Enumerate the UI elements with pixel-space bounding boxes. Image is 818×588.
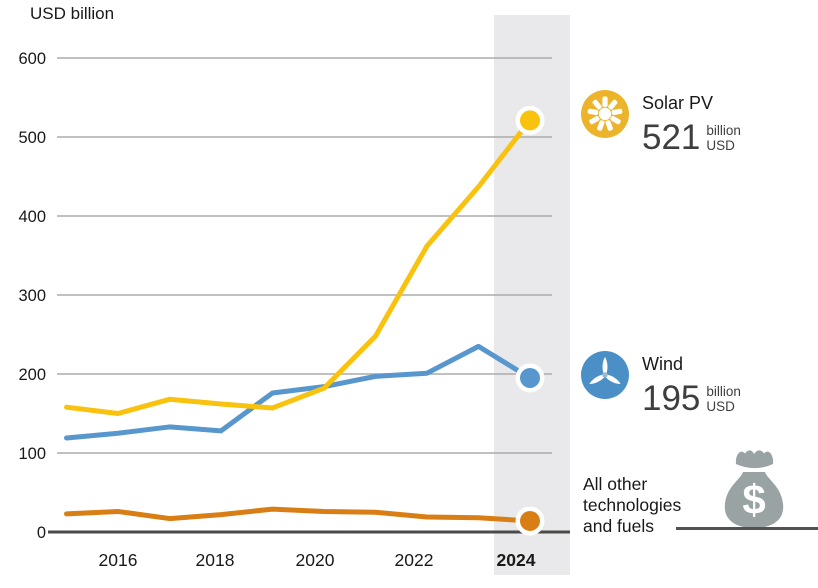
x-tick-label-2020: 2020 xyxy=(296,550,335,570)
legend-wind-value: 195 xyxy=(642,379,701,418)
x-tick-label-2016: 2016 xyxy=(99,550,138,570)
y-axis-title: USD billion xyxy=(30,4,115,23)
y-tick-label-300: 300 xyxy=(18,287,46,305)
y-tick-label-0: 0 xyxy=(37,524,46,542)
ground-line xyxy=(676,527,818,530)
legend-solar-value: 521 xyxy=(642,118,701,157)
marker-wind xyxy=(520,367,540,388)
x-tick-label-2022: 2022 xyxy=(395,550,434,570)
marker-all-other-technologies-and-fuels xyxy=(520,510,540,531)
legend-solar-label: Solar PV xyxy=(642,93,714,113)
y-tick-label-400: 400 xyxy=(18,208,46,226)
legend-wind-unit: billion USD xyxy=(706,384,741,414)
legend-wind: Wind 195 billion USD xyxy=(581,351,741,416)
series-line-solar-pv xyxy=(64,117,533,416)
wind-turbine-icon xyxy=(581,351,629,399)
x-tick-label-2018: 2018 xyxy=(196,550,235,570)
money-bag-icon: $ xyxy=(724,450,784,528)
y-tick-label-100: 100 xyxy=(18,445,46,463)
legend-wind-label: Wind xyxy=(642,354,684,374)
legend-solar-unit: billion USD xyxy=(706,123,741,153)
sun-icon xyxy=(581,90,629,138)
legend-solar-pv: Solar PV 521 billion USD xyxy=(581,90,741,155)
dollar-sign: $ xyxy=(742,476,765,523)
y-tick-label-500: 500 xyxy=(18,129,46,147)
y-tick-label-200: 200 xyxy=(18,366,46,384)
y-tick-label-600: 600 xyxy=(18,50,46,68)
legend-other-label: All other technologies and fuels xyxy=(583,474,682,536)
marker-solar-pv xyxy=(520,110,540,131)
series-line-all-other-technologies-and-fuels xyxy=(64,506,533,524)
x-tick-label-2024: 2024 xyxy=(497,550,536,570)
series-line-wind xyxy=(64,343,533,441)
